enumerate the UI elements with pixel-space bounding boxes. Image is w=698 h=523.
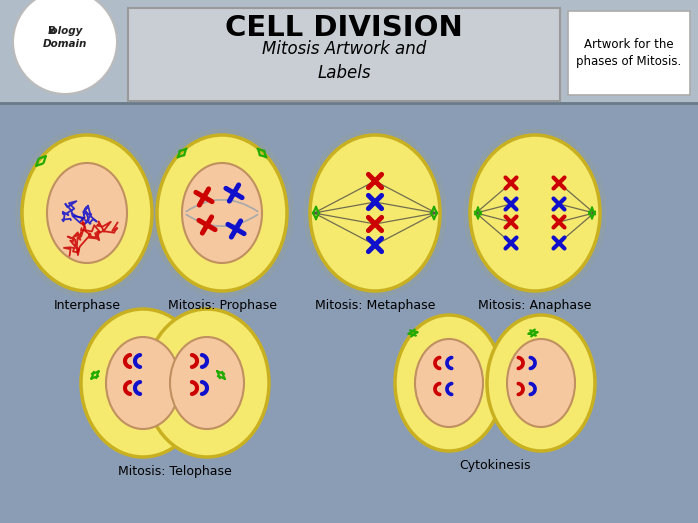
Text: Mitosis: Telophase: Mitosis: Telophase <box>118 465 232 478</box>
Text: Mitosis: Prophase: Mitosis: Prophase <box>168 299 276 312</box>
Text: iology: iology <box>47 26 82 36</box>
Ellipse shape <box>81 309 205 457</box>
Text: Domain: Domain <box>43 39 87 49</box>
Text: Interphase: Interphase <box>54 299 121 312</box>
FancyBboxPatch shape <box>568 11 690 95</box>
Text: CELL DIVISION: CELL DIVISION <box>225 14 463 42</box>
Ellipse shape <box>395 315 503 451</box>
Ellipse shape <box>310 135 440 291</box>
Text: Artwork for the
phases of Mitosis.: Artwork for the phases of Mitosis. <box>577 38 682 69</box>
Text: Mitosis: Anaphase: Mitosis: Anaphase <box>478 299 592 312</box>
Ellipse shape <box>145 309 269 457</box>
Text: Mitosis Artwork and
Labels: Mitosis Artwork and Labels <box>262 40 426 82</box>
Text: Cytokinesis: Cytokinesis <box>459 459 530 472</box>
Ellipse shape <box>157 135 287 291</box>
FancyBboxPatch shape <box>128 8 560 101</box>
Circle shape <box>13 0 117 94</box>
Ellipse shape <box>507 339 575 427</box>
Bar <box>0 0 698 103</box>
Ellipse shape <box>182 163 262 263</box>
Text: B: B <box>47 26 56 36</box>
Ellipse shape <box>47 163 127 263</box>
Ellipse shape <box>106 337 180 429</box>
Ellipse shape <box>470 135 600 291</box>
Text: Mitosis: Metaphase: Mitosis: Metaphase <box>315 299 435 312</box>
Ellipse shape <box>170 337 244 429</box>
Ellipse shape <box>487 315 595 451</box>
Ellipse shape <box>22 135 152 291</box>
Ellipse shape <box>415 339 483 427</box>
